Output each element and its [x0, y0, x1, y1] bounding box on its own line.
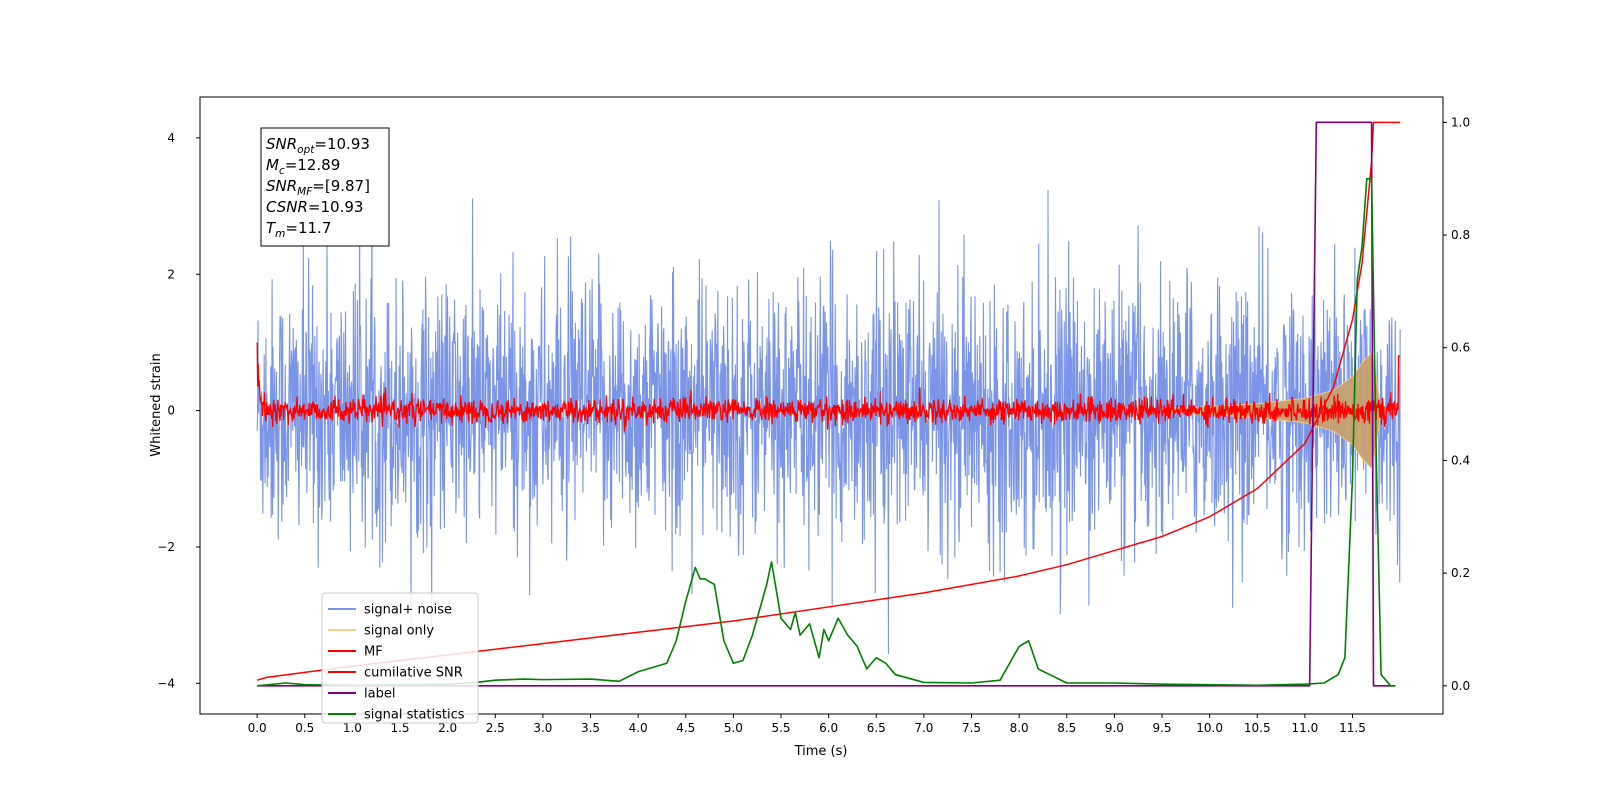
series-signal-statistics	[257, 177, 1396, 687]
x-tick-label: 4.5	[676, 721, 695, 735]
x-tick-label: 1.5	[390, 721, 409, 735]
annotation-tm: Tm=11.7	[266, 219, 331, 240]
series-mf	[256, 342, 1401, 432]
x-tick-label: 2.0	[438, 721, 457, 735]
x-tick-label: 3.5	[581, 721, 600, 735]
x-tick-label: 5.0	[724, 721, 743, 735]
x-tick-label: 7.0	[914, 721, 933, 735]
y-axis-label: Whitened strain	[149, 353, 164, 456]
y-right-tick-label: 0.6	[1451, 341, 1470, 355]
series-layer	[256, 121, 1401, 687]
legend-frame	[321, 592, 479, 724]
x-tick-label: 1.0	[343, 721, 362, 735]
y-left-tick-label: −2	[157, 540, 175, 554]
y-axis-left: 4 2 0 −2 −4	[157, 131, 200, 690]
x-tick-label: 6.5	[867, 721, 886, 735]
x-tick-label: 8.5	[1057, 721, 1076, 735]
legend-entry: label	[364, 687, 395, 702]
y-right-tick-label: 0.0	[1451, 679, 1470, 693]
annotation-snr-mf: SNRMF=[9.87]	[266, 177, 370, 198]
x-tick-label: 8.0	[1010, 721, 1029, 735]
y-right-tick-label: 0.8	[1451, 228, 1470, 242]
y-right-tick-label: 1.0	[1451, 115, 1470, 129]
legend-entry: signal+ noise	[364, 603, 452, 618]
legend-entry: signal statistics	[364, 708, 465, 723]
y-axis-right: 1.0 0.8 0.6 0.4 0.2 0.0	[1443, 115, 1470, 693]
y-left-tick-label: 2	[167, 267, 175, 281]
annotation-snr-opt: SNRopt=10.93	[266, 135, 370, 156]
plot-frame	[199, 96, 1444, 715]
x-tick-label: 4.0	[629, 721, 648, 735]
x-tick-label: 10.0	[1196, 721, 1223, 735]
series-label	[257, 121, 1396, 687]
series-signal-noise	[256, 164, 1401, 655]
x-tick-label: 0.0	[248, 721, 267, 735]
legend-entry: cumilative SNR	[364, 666, 463, 681]
x-tick-label: 11.5	[1339, 721, 1366, 735]
legend-entry: MF	[364, 645, 383, 660]
x-tick-label: 7.5	[962, 721, 981, 735]
legend-entry: signal only	[364, 624, 434, 639]
annotation-box: SNRopt=10.93 Mc=12.89 SNRMF=[9.87] CSNR=…	[260, 127, 390, 247]
x-tick-label: 9.0	[1105, 721, 1124, 735]
y-right-tick-label: 0.2	[1451, 566, 1470, 580]
x-axis: 0.0 0.5 1.0 1.5 2.0 2.5 3.0 3.5 4.0 4.5 5.0 5.5 6.0 6…	[248, 714, 1366, 735]
x-tick-label: 2.5	[486, 721, 505, 735]
x-tick-label: 9.5	[1152, 721, 1171, 735]
y-left-tick-label: 0	[167, 404, 175, 418]
annotation-mc: Mc=12.89	[266, 156, 340, 177]
x-axis-label: Time (s)	[794, 744, 848, 759]
legend: signal+ noise signal only MF cumilative SNR…	[321, 592, 479, 724]
x-tick-label: 3.0	[533, 721, 552, 735]
y-left-tick-label: 4	[167, 131, 175, 145]
y-right-tick-label: 0.4	[1451, 453, 1470, 467]
annotation-csnr: CSNR=10.93	[266, 198, 363, 216]
x-tick-label: 6.0	[819, 721, 838, 735]
x-tick-label: 5.5	[771, 721, 790, 735]
x-tick-label: 10.5	[1244, 721, 1271, 735]
x-tick-label: 11.0	[1292, 721, 1319, 735]
y-left-tick-label: −4	[157, 676, 175, 690]
x-tick-label: 0.5	[295, 721, 314, 735]
